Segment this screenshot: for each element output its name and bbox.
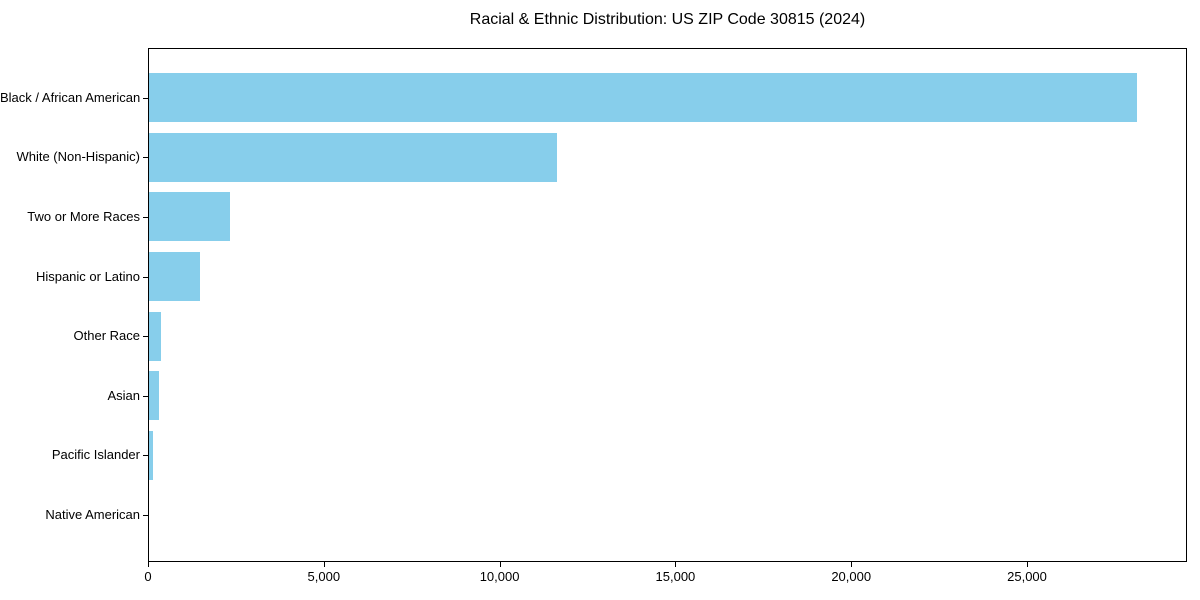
category-label-two-or-more-races: Two or More Races [27, 208, 140, 224]
x-tick [323, 562, 325, 567]
bar-asian [149, 371, 159, 421]
bar-black-african-american [149, 73, 1138, 123]
category-label-hispanic-or-latino: Hispanic or Latino [35, 268, 140, 284]
x-tick-label: 0 [144, 569, 152, 584]
y-tick [143, 97, 148, 99]
category-label-pacific-islander: Pacific Islander [51, 447, 140, 463]
x-tick-label: 25,000 [1007, 569, 1047, 584]
category-label-white-non-hispanic: White (Non-Hispanic) [16, 149, 140, 165]
y-tick [143, 455, 148, 457]
y-tick [143, 276, 148, 278]
bar-white-non-hispanic [149, 132, 557, 182]
x-tick [851, 562, 853, 567]
x-tick-label: 5,000 [307, 569, 341, 584]
category-label-asian: Asian [107, 387, 140, 403]
bar-other-race [149, 311, 161, 361]
bar-pacific-islander [149, 430, 154, 480]
x-tick-label: 15,000 [655, 569, 696, 584]
y-tick [143, 515, 148, 517]
category-label-other-race: Other Race [73, 328, 140, 344]
y-tick [143, 216, 148, 218]
bar-hispanic-or-latino [149, 252, 200, 302]
chart-title: Racial & Ethnic Distribution: US ZIP Cod… [469, 11, 866, 28]
plot-area [148, 48, 1187, 562]
x-tick [148, 562, 149, 567]
y-tick [143, 395, 148, 397]
x-tick [675, 562, 677, 567]
y-tick [143, 336, 148, 338]
x-tick [499, 562, 501, 567]
category-label-black-african-american: Black / African American [0, 89, 141, 105]
x-tick-label: 20,000 [831, 569, 872, 584]
x-tick [1027, 562, 1029, 567]
x-tick-label: 10,000 [479, 569, 520, 584]
bar-two-or-more-races [149, 192, 230, 242]
y-tick [143, 157, 148, 159]
category-label-native-american: Native American [45, 507, 140, 523]
